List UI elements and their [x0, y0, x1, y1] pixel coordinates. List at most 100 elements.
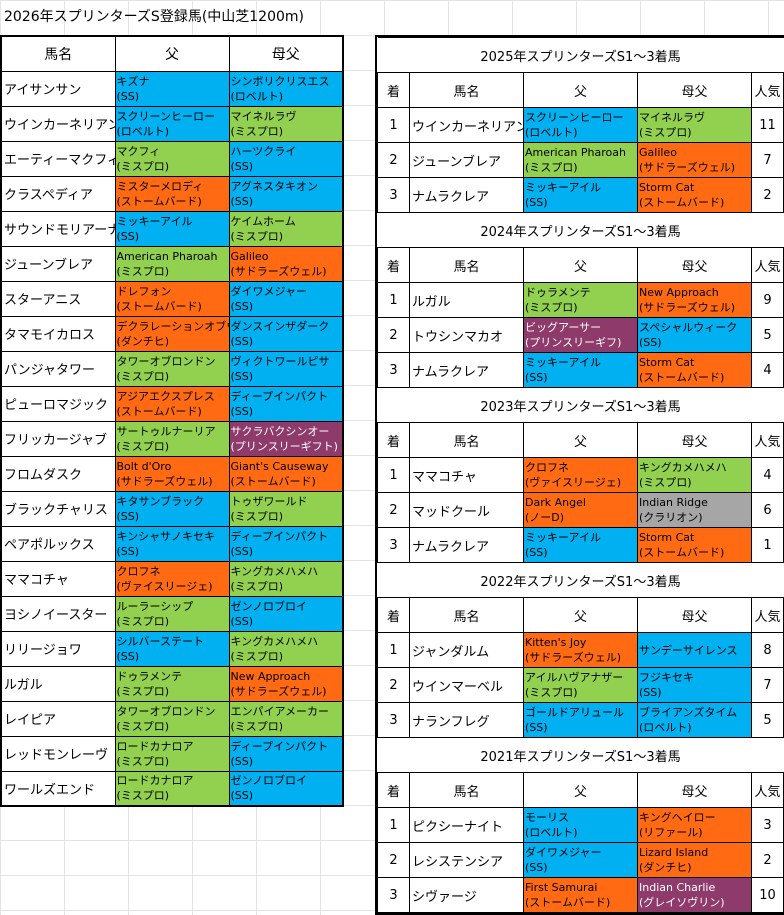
damsire-cell-horse: マイネルラヴ: [639, 111, 705, 124]
finish-rank: 2: [377, 317, 410, 353]
table-row: 1 ジャンダルム Kitten's Joy (サドラーズウェル) サンデーサイレンス 8: [377, 632, 784, 668]
table-row: ママコチャ クロフネ (ヴァイスリージェ) キングカメハメハ (ミスプロ): [0, 560, 344, 597]
horse-name: ピューロマジック: [0, 385, 116, 422]
damsire-cell-line: (ミスプロ): [230, 229, 284, 243]
sire-cell-horse: ダイワメジャー: [525, 846, 602, 859]
damsire-cell: New Approach (サドラーズウェル): [637, 282, 752, 318]
finish-rank: 2: [377, 842, 410, 878]
header-damsire: 母父: [637, 72, 752, 108]
sire-cell: スクリーンヒーロー (ロベルト): [114, 105, 230, 142]
damsire-cell-line: (SS): [230, 369, 254, 383]
damsire-cell-line: (SS): [230, 334, 254, 348]
damsire-cell: Galileo (サドラーズウェル): [637, 142, 752, 178]
sire-cell-horse: American Pharoah: [525, 146, 626, 159]
damsire-cell-line: (リファール): [639, 826, 703, 839]
sire-cell: ドレフォン (ストームバード): [114, 280, 230, 317]
damsire-cell-horse: Galileo: [639, 146, 677, 159]
damsire-cell-line: (サドラーズウェル): [230, 684, 327, 698]
sire-cell-line: (ストームバード): [525, 896, 611, 909]
finish-rank: 2: [377, 142, 410, 178]
horse-name: レシステンシア: [409, 842, 524, 878]
damsire-cell-line: (ロベルト): [230, 89, 284, 103]
table-row: リリージョワ シルバーステート (SS) キングカメハメハ (ミスプロ): [0, 630, 344, 667]
horse-name: ジューンブレア: [409, 142, 524, 178]
table-row: ワールズエンド ロードカナロア (ミスプロ) ゼンノロブロイ (SS): [0, 770, 344, 807]
damsire-cell: キングヘイロー (リファール): [637, 807, 752, 843]
table-row: アイサンサン キズナ (SS) シンボリクリスエス (ロベルト): [0, 70, 344, 107]
table-row: パンジャタワー タワーオブロンドン (ミスプロ) ヴィクトワールピサ (SS): [0, 350, 344, 387]
sire-cell-horse: ゴールドアリュール: [525, 706, 624, 719]
sire-cell-line: (ロベルト): [116, 124, 170, 138]
section-header-row: 着馬名父母父 人気: [377, 597, 784, 633]
damsire-cell: Giant's Causeway (ストームバード): [228, 455, 344, 492]
horse-name: ワールズエンド: [0, 770, 116, 807]
damsire-cell: ゼンノロブロイ (SS): [228, 770, 344, 807]
header-horse-name: 馬名: [0, 35, 116, 72]
table-row: タマモイカロスデクラレーションオブウォー(ダンチヒ)ダンスインザダーク(SS): [0, 315, 344, 352]
sire-cell-horse: クロフネ: [525, 461, 569, 474]
table-row: ルガル ドゥラメンテ (ミスプロ) New Approach (サドラーズウェル): [0, 665, 344, 702]
header-rank: 着: [377, 772, 410, 808]
damsire-cell-horse: Galileo: [230, 249, 269, 263]
sire-cell-line: (ロベルト): [525, 826, 578, 839]
sire-cell: アイルハヴアナザー (ミスプロ): [523, 667, 638, 703]
horse-name: ナムラクレア: [409, 177, 524, 213]
damsire-cell: キングカメハメハ (ミスプロ): [637, 457, 752, 493]
sire-cell-horse: American Pharoah: [116, 249, 218, 263]
damsire-cell-line: (サドラーズウェル): [639, 161, 736, 174]
damsire-cell: キングカメハメハ (ミスプロ): [228, 630, 344, 667]
popularity: 6: [751, 492, 784, 528]
sire-cell-line: (ミスプロ): [116, 159, 170, 173]
damsire-cell-horse: Storm Cat: [639, 181, 695, 194]
section-title: 2022年スプリンターズS1～3着馬: [377, 562, 784, 598]
sire-cell-horse: サートゥルナーリア: [116, 424, 216, 438]
damsire-cell-line: (グレイソヴリン): [639, 896, 725, 909]
horse-name: ママコチャ: [409, 457, 524, 493]
section-title: 2023年スプリンターズS1～3着馬: [377, 387, 784, 423]
damsire-cell: ダンスインザダーク (SS): [228, 315, 344, 352]
sire-cell-line: (ミスプロ): [116, 614, 170, 628]
page-title: 2026年スプリンターズS登録馬(中山芝1200m): [4, 9, 305, 25]
sire-cell: American Pharoah (ミスプロ): [523, 142, 638, 178]
finish-rank: 3: [377, 177, 410, 213]
damsire-cell-horse: Giant's Causeway: [230, 459, 329, 473]
damsire-cell-horse: ディープインパクト: [230, 739, 329, 753]
table-row: フロムダスク Bolt d'Oro (サドラーズウェル) Giant's Causew…: [0, 455, 344, 492]
table-row: 1 ママコチャ クロフネ (ヴァイスリージェ) キングカメハメハ (ミスプロ) 4: [377, 457, 784, 493]
horse-name: ルガル: [0, 665, 116, 702]
sire-cell-horse: ロードカナロア: [116, 774, 194, 788]
sire-cell: タワーオブロンドン (ミスプロ): [114, 700, 230, 737]
damsire-cell-line: (SS): [230, 544, 254, 558]
horse-name: ジューンブレア: [0, 245, 116, 282]
sire-cell: ゴールドアリュール (SS): [523, 702, 638, 738]
header-damsire: 母父: [637, 247, 752, 283]
damsire-cell: サクラバクシンオー (プリンスリーギフト): [228, 420, 344, 457]
sire-cell-horse: ドレフォン: [116, 284, 172, 298]
sire-cell-horse: ドゥラメンテ: [525, 286, 591, 299]
header-damsire: 母父: [637, 772, 752, 808]
sire-cell: ダイワメジャー (SS): [523, 842, 638, 878]
sire-cell: Bolt d'Oro (サドラーズウェル): [114, 455, 230, 492]
sire-cell-line: (プリンスリーギフ): [525, 336, 622, 349]
horse-name: ママコチャ: [0, 560, 116, 597]
damsire-cell-line: (SS): [639, 336, 662, 349]
sire-cell-horse: スクリーンヒーロー: [525, 111, 624, 124]
horse-name: シヴァージ: [409, 877, 524, 913]
damsire-cell-horse: ダイワメジャー: [230, 284, 307, 298]
sire-cell-line: (ストームバード): [116, 299, 202, 313]
sire-cell: Dark Angel (ノーD): [523, 492, 638, 528]
damsire-cell: ダイワメジャー (SS): [228, 280, 344, 317]
sire-cell-line: (ミスプロ): [116, 684, 170, 698]
sire-cell-line: (ダンチヒ): [116, 334, 170, 348]
sire-cell-line: (ミスプロ): [116, 789, 170, 803]
header-horse-name: 馬名: [409, 597, 524, 633]
popularity: 7: [751, 142, 784, 178]
sire-cell: クロフネ (ヴァイスリージェ): [523, 457, 638, 493]
damsire-cell-horse: フジキセキ: [639, 671, 694, 684]
table-row: ジューンブレア American Pharoah (ミスプロ) Galileo (サドラ…: [0, 245, 344, 282]
damsire-cell-horse: Lizard Island: [639, 846, 709, 859]
table-row: ピューロマジック アジアエクスプレス (ストームバード) ディープインパクト (SS): [0, 385, 344, 422]
damsire-cell: サンデーサイレンス: [637, 632, 752, 668]
damsire-cell-horse: キングカメハメハ: [230, 564, 319, 578]
header-damsire: 母父: [637, 422, 752, 458]
